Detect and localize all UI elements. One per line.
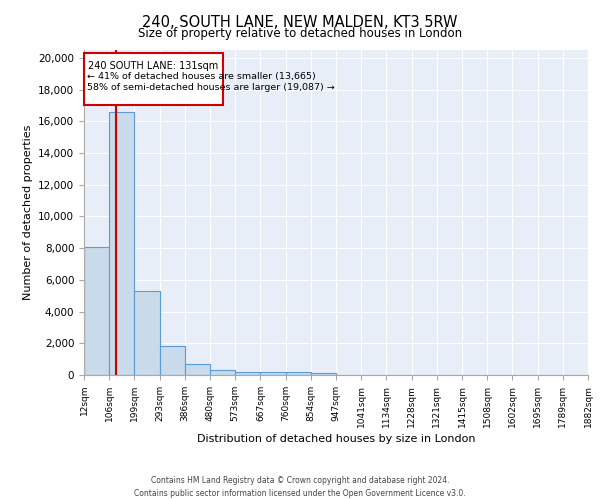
Bar bbox=[134, 291, 160, 375]
Bar bbox=[235, 372, 260, 375]
Y-axis label: Number of detached properties: Number of detached properties bbox=[23, 125, 32, 300]
Bar bbox=[185, 364, 210, 375]
Bar bbox=[311, 373, 336, 375]
Text: 240, SOUTH LANE, NEW MALDEN, KT3 5RW: 240, SOUTH LANE, NEW MALDEN, KT3 5RW bbox=[142, 15, 458, 30]
Text: 240 SOUTH LANE: 131sqm: 240 SOUTH LANE: 131sqm bbox=[88, 61, 218, 71]
Text: Size of property relative to detached houses in London: Size of property relative to detached ho… bbox=[138, 28, 462, 40]
Text: ← 41% of detached houses are smaller (13,665): ← 41% of detached houses are smaller (13… bbox=[86, 72, 315, 81]
Bar bbox=[210, 370, 235, 375]
Bar bbox=[160, 346, 185, 375]
Text: Contains HM Land Registry data © Crown copyright and database right 2024.
Contai: Contains HM Land Registry data © Crown c… bbox=[134, 476, 466, 498]
Bar bbox=[260, 372, 286, 375]
Bar bbox=[286, 372, 311, 375]
Text: 58% of semi-detached houses are larger (19,087) →: 58% of semi-detached houses are larger (… bbox=[86, 84, 334, 92]
Bar bbox=[109, 112, 134, 375]
FancyBboxPatch shape bbox=[84, 53, 223, 106]
Bar bbox=[84, 246, 109, 375]
X-axis label: Distribution of detached houses by size in London: Distribution of detached houses by size … bbox=[197, 434, 475, 444]
